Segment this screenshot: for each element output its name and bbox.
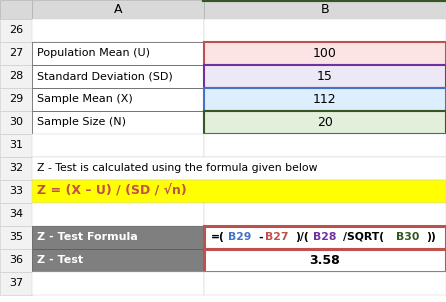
Bar (204, 226, 446, 249)
Bar (204, 0, 446, 19)
Text: =(: =( (211, 232, 224, 242)
Bar (0, 157, 32, 180)
Text: Z - Test Formula: Z - Test Formula (37, 232, 138, 242)
Bar (0, 249, 32, 272)
Text: 26: 26 (9, 25, 23, 35)
Text: 100: 100 (313, 47, 337, 60)
Bar (32, 249, 204, 272)
Text: )/(: )/( (295, 232, 309, 242)
Bar (0, 42, 32, 65)
Text: B: B (321, 3, 329, 16)
Text: Z - Test is calculated using the formula given below: Z - Test is calculated using the formula… (37, 163, 318, 173)
Text: 27: 27 (9, 48, 23, 58)
Text: )): )) (426, 232, 436, 242)
Text: 20: 20 (317, 116, 333, 129)
Bar (32, 157, 446, 180)
Text: 30: 30 (9, 117, 23, 127)
Text: B27: B27 (264, 232, 288, 242)
Text: 36: 36 (9, 255, 23, 265)
Bar (32, 111, 204, 134)
Text: B29: B29 (228, 232, 252, 242)
Text: 29: 29 (9, 94, 23, 104)
Bar (204, 203, 446, 226)
Bar (32, 65, 204, 88)
Bar (204, 134, 446, 157)
Bar (204, 19, 446, 42)
Text: Sample Size (N): Sample Size (N) (37, 117, 127, 127)
Bar (204, 88, 446, 111)
Bar (204, 249, 446, 272)
Bar (0, 272, 32, 295)
Text: 34: 34 (9, 209, 23, 219)
Bar (0, 134, 32, 157)
Bar (32, 180, 446, 203)
Bar (0, 203, 32, 226)
Text: Standard Deviation (SD): Standard Deviation (SD) (37, 71, 173, 81)
Text: 32: 32 (9, 163, 23, 173)
Text: 31: 31 (9, 140, 23, 150)
Bar (0, 88, 32, 111)
Text: 35: 35 (9, 232, 23, 242)
Bar (32, 88, 204, 111)
Text: 112: 112 (313, 93, 337, 106)
Bar (204, 42, 446, 65)
Text: /SQRT(: /SQRT( (343, 232, 384, 242)
Bar (0, 65, 32, 88)
Bar (32, 272, 204, 295)
Text: B30: B30 (396, 232, 419, 242)
Bar (32, 0, 204, 19)
Text: B28: B28 (313, 232, 336, 242)
Text: 33: 33 (9, 186, 23, 196)
Bar (32, 42, 204, 65)
Text: 37: 37 (9, 278, 23, 288)
Bar (32, 134, 204, 157)
Bar (204, 65, 446, 88)
Bar (0, 180, 32, 203)
Text: A: A (114, 3, 122, 16)
Text: 28: 28 (9, 71, 23, 81)
Bar (0, 226, 32, 249)
Bar (0, 0, 32, 19)
Text: -: - (259, 232, 263, 242)
Bar (0, 111, 32, 134)
Bar (32, 226, 204, 249)
Text: Z - Test: Z - Test (37, 255, 83, 265)
Text: 15: 15 (317, 70, 333, 83)
Text: 3.58: 3.58 (310, 254, 340, 267)
Bar (32, 203, 204, 226)
Bar (204, 272, 446, 295)
Text: Sample Mean (X): Sample Mean (X) (37, 94, 133, 104)
Bar (0, 19, 32, 42)
Text: Z = (X – U) / (SD / √n): Z = (X – U) / (SD / √n) (37, 185, 187, 198)
Text: Population Mean (U): Population Mean (U) (37, 48, 150, 58)
Bar (32, 19, 204, 42)
Bar (204, 111, 446, 134)
